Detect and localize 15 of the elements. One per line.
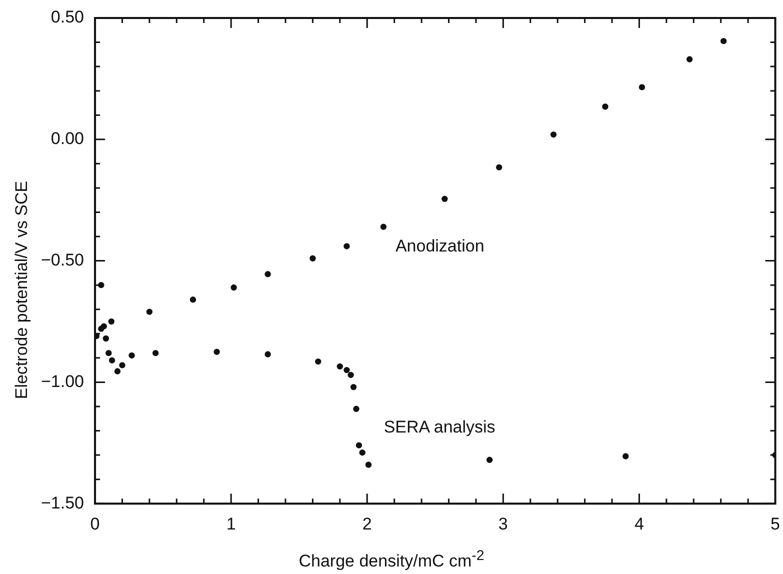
- y-tick-label: −1.00: [41, 372, 84, 391]
- series-label: SERA analysis: [384, 418, 496, 437]
- x-tick-label: 3: [498, 514, 508, 534]
- series-label: Anodization: [395, 236, 484, 256]
- y-tick-label: 0.50: [50, 8, 84, 27]
- x-tick-label: 1: [226, 514, 236, 534]
- y-tick-label: −0.50: [41, 250, 84, 270]
- x-tick-label: 2: [362, 514, 372, 534]
- x-axis-title: Charge density/mC cm$^{-2}$: [298, 548, 486, 572]
- x-tick-label: 5: [770, 514, 780, 534]
- x-tick-label: 0: [90, 514, 100, 534]
- x-tick-label: 4: [634, 514, 644, 534]
- y-axis-title: Electrode potential/V vs SCE: [12, 180, 32, 400]
- y-tick-label: 0.00: [50, 129, 84, 148]
- y-tick-label: −1.50: [41, 493, 84, 512]
